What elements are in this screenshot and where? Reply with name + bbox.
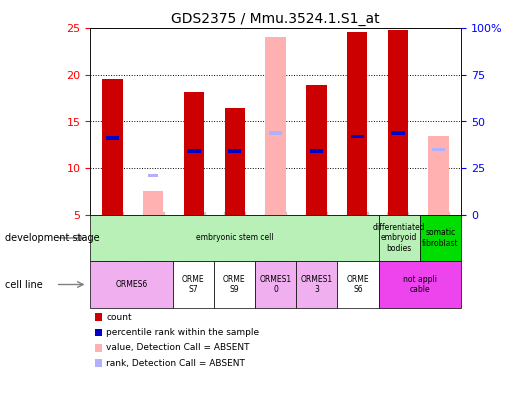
Bar (350, 134, 364, 138)
Bar (388, 30, 408, 215)
Bar (106, 136, 119, 140)
Text: ORMES1
3: ORMES1 3 (301, 275, 333, 294)
Bar (143, 192, 163, 215)
Text: ORME
S9: ORME S9 (223, 275, 246, 294)
Text: ORMES6: ORMES6 (115, 280, 147, 289)
Bar (188, 149, 201, 153)
Text: development stage: development stage (5, 233, 100, 243)
Text: rank, Detection Call = ABSENT: rank, Detection Call = ABSENT (107, 359, 245, 368)
Title: GDS2375 / Mmu.3524.1.S1_at: GDS2375 / Mmu.3524.1.S1_at (171, 12, 380, 26)
Text: value, Detection Call = ABSENT: value, Detection Call = ABSENT (107, 343, 250, 352)
Text: embryonic stem cell: embryonic stem cell (196, 233, 273, 243)
Text: somatic
fibroblast: somatic fibroblast (422, 228, 459, 247)
Text: percentile rank within the sample: percentile rank within the sample (107, 328, 260, 337)
Text: ORME
S6: ORME S6 (347, 275, 369, 294)
Text: ORMES1
0: ORMES1 0 (260, 275, 292, 294)
Text: differentiated
embryoid
bodies: differentiated embryoid bodies (373, 223, 426, 253)
Text: ORME
S7: ORME S7 (182, 275, 205, 294)
Bar (225, 107, 245, 215)
Bar (266, 37, 286, 215)
Bar (347, 32, 367, 215)
Bar (148, 174, 158, 177)
Bar (428, 136, 449, 215)
Bar (184, 92, 204, 215)
Text: cell line: cell line (5, 279, 43, 290)
Bar (432, 147, 445, 151)
Bar (310, 149, 323, 153)
Bar (269, 131, 282, 134)
Bar (306, 85, 326, 215)
Bar (391, 131, 404, 134)
Text: not appli
cable: not appli cable (403, 275, 437, 294)
Text: count: count (107, 313, 132, 322)
Bar (102, 79, 123, 215)
Bar (228, 149, 242, 153)
